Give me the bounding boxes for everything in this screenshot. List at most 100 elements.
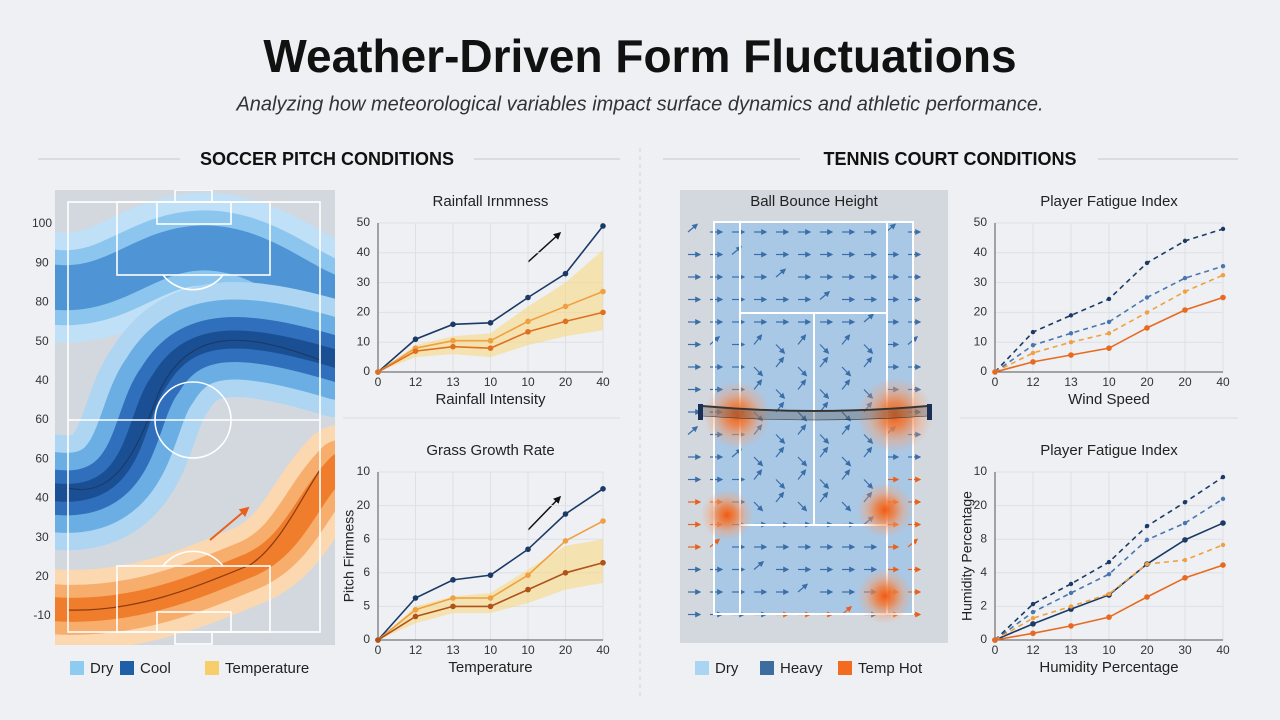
point xyxy=(487,595,494,601)
flow-arrow xyxy=(797,469,807,480)
flow-arrow xyxy=(819,434,830,444)
pitch-y-label: 20 xyxy=(35,569,49,583)
point xyxy=(450,595,456,601)
point xyxy=(562,318,569,325)
flow-arrow xyxy=(797,411,808,422)
flow-arrow xyxy=(819,479,830,489)
x-tick-label: 12 xyxy=(409,375,423,389)
point xyxy=(450,337,456,344)
point xyxy=(1068,331,1074,336)
x-tick-label: 12 xyxy=(1026,375,1040,389)
flow-arrow xyxy=(687,425,699,435)
flow-arrow xyxy=(775,344,786,354)
flow-arrow xyxy=(687,223,699,233)
y-tick-label: 10 xyxy=(357,334,371,348)
x-tick-label: 20 xyxy=(1140,643,1154,657)
subtitle: Analyzing how meteorological variables i… xyxy=(235,93,1043,115)
y-tick-label: 0 xyxy=(363,364,370,378)
pitch-y-label: -10 xyxy=(33,608,51,622)
point xyxy=(1068,313,1074,318)
flow-arrow xyxy=(819,290,831,300)
x-axis-label: Rainfall Intensity xyxy=(435,391,546,408)
point xyxy=(1030,329,1036,335)
flow-arrow xyxy=(841,424,851,435)
x-tick-label: 10 xyxy=(1102,643,1116,657)
x-tick-label: 0 xyxy=(375,643,382,657)
point xyxy=(412,606,419,613)
pitch-y-label: 40 xyxy=(35,491,49,505)
point xyxy=(1220,496,1226,502)
legend-label: Dry xyxy=(90,660,114,677)
point xyxy=(1106,571,1112,577)
point xyxy=(1144,310,1150,315)
chart-title: Rainfall Irnmness xyxy=(433,193,549,210)
y-tick-label: 6 xyxy=(363,531,370,545)
point xyxy=(450,603,456,610)
point xyxy=(562,538,569,544)
point xyxy=(1030,350,1036,356)
x-tick-label: 13 xyxy=(1064,643,1078,657)
point xyxy=(1068,352,1074,358)
point xyxy=(1220,542,1226,548)
y-tick-label: 0 xyxy=(980,632,987,646)
hotspot xyxy=(857,568,913,624)
point xyxy=(1106,345,1112,351)
point xyxy=(375,637,381,643)
point xyxy=(562,511,569,517)
y-tick-label: 30 xyxy=(974,275,988,289)
y-tick-label: 0 xyxy=(363,632,370,646)
point xyxy=(450,577,456,583)
x-tick-label: 0 xyxy=(992,643,999,657)
point xyxy=(562,303,569,310)
legend-swatch xyxy=(120,661,134,675)
point xyxy=(600,309,606,316)
x-tick-label: 20 xyxy=(559,375,573,389)
pitch-y-label: 60 xyxy=(35,451,49,465)
legend-swatch xyxy=(760,661,774,675)
point xyxy=(1182,307,1188,313)
flow-arrow xyxy=(841,379,851,390)
point xyxy=(487,345,494,351)
chart-title: Grass Growth Rate xyxy=(426,442,554,459)
y-tick-label: 2 xyxy=(980,599,987,613)
section-heading: TENNIS COURT CONDITIONS xyxy=(823,149,1076,169)
flow-arrow xyxy=(775,268,787,278)
point xyxy=(412,613,419,620)
x-tick-label: 40 xyxy=(596,643,610,657)
court: Ball Bounce Height xyxy=(680,190,948,643)
flow-arrow xyxy=(775,446,785,458)
flow-arrow xyxy=(841,334,851,345)
pitch-y-label: 40 xyxy=(35,373,49,387)
x-tick-label: 13 xyxy=(1064,375,1078,389)
point xyxy=(1030,359,1036,365)
panel-title: Ball Bounce Height xyxy=(750,193,878,210)
flow-arrow xyxy=(775,356,785,368)
legend-swatch xyxy=(695,661,709,675)
x-tick-label: 10 xyxy=(1102,375,1116,389)
y-tick-label: 20 xyxy=(357,498,371,512)
point xyxy=(525,572,531,578)
point xyxy=(1030,609,1036,615)
y-tick-label: 0 xyxy=(980,364,987,378)
flow-arrow xyxy=(841,456,852,467)
legend-swatch xyxy=(70,661,84,675)
flow-arrow xyxy=(797,366,808,377)
y-tick-label: 10 xyxy=(974,334,988,348)
flow-arrow xyxy=(841,366,852,377)
pitch-y-label: 30 xyxy=(35,530,49,544)
y-tick-label: 40 xyxy=(357,245,371,259)
point xyxy=(1106,331,1112,336)
y-tick-label: 4 xyxy=(980,565,987,579)
flow-arrow xyxy=(753,501,764,512)
flow-arrow xyxy=(841,501,852,512)
point xyxy=(1030,601,1036,607)
flow-arrow xyxy=(775,389,786,399)
point xyxy=(1182,557,1188,563)
point xyxy=(1182,275,1188,281)
legend-label: Temp Hot xyxy=(858,660,923,677)
point xyxy=(1030,621,1036,627)
arrow xyxy=(527,495,562,531)
pitch xyxy=(55,190,335,645)
y-tick-label: 30 xyxy=(357,275,371,289)
point xyxy=(450,343,456,350)
